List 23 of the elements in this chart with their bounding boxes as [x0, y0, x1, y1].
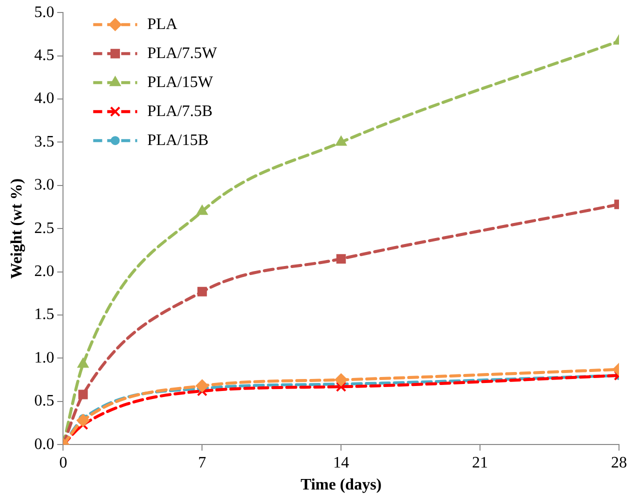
legend-label: PLA	[147, 16, 178, 33]
legend-label: PLA/15W	[147, 74, 214, 91]
y-tick-label: 3.0	[34, 176, 54, 194]
x-tick-label: 21	[472, 454, 488, 472]
y-tick-label: 1.5	[34, 306, 54, 324]
x-tick-label: 7	[198, 454, 206, 472]
y-tick-label: 2.5	[34, 220, 54, 237]
y-tick-label: 4.0	[34, 90, 54, 108]
y-tick-label: 2.0	[34, 263, 54, 280]
y-tick-label: 1.0	[34, 349, 54, 366]
legend-label: PLA/7.5B	[147, 102, 213, 120]
x-tick-label: 0	[59, 454, 68, 472]
x-axis-title: Time (days)	[300, 476, 382, 494]
legend-label: PLA/7.5W	[147, 44, 218, 62]
y-tick-label: 0.0	[34, 436, 54, 453]
y-tick-label: 4.5	[34, 47, 54, 64]
y-axis-title: Weight (wt %)	[8, 178, 26, 279]
x-tick-label: 28	[611, 454, 627, 472]
y-tick-label: 0.5	[34, 392, 54, 410]
legend-label: PLA/15B	[147, 132, 209, 149]
y-tick-label: 5.0	[34, 4, 54, 21]
x-tick-label: 14	[333, 454, 350, 472]
y-tick-label: 3.5	[34, 133, 54, 150]
